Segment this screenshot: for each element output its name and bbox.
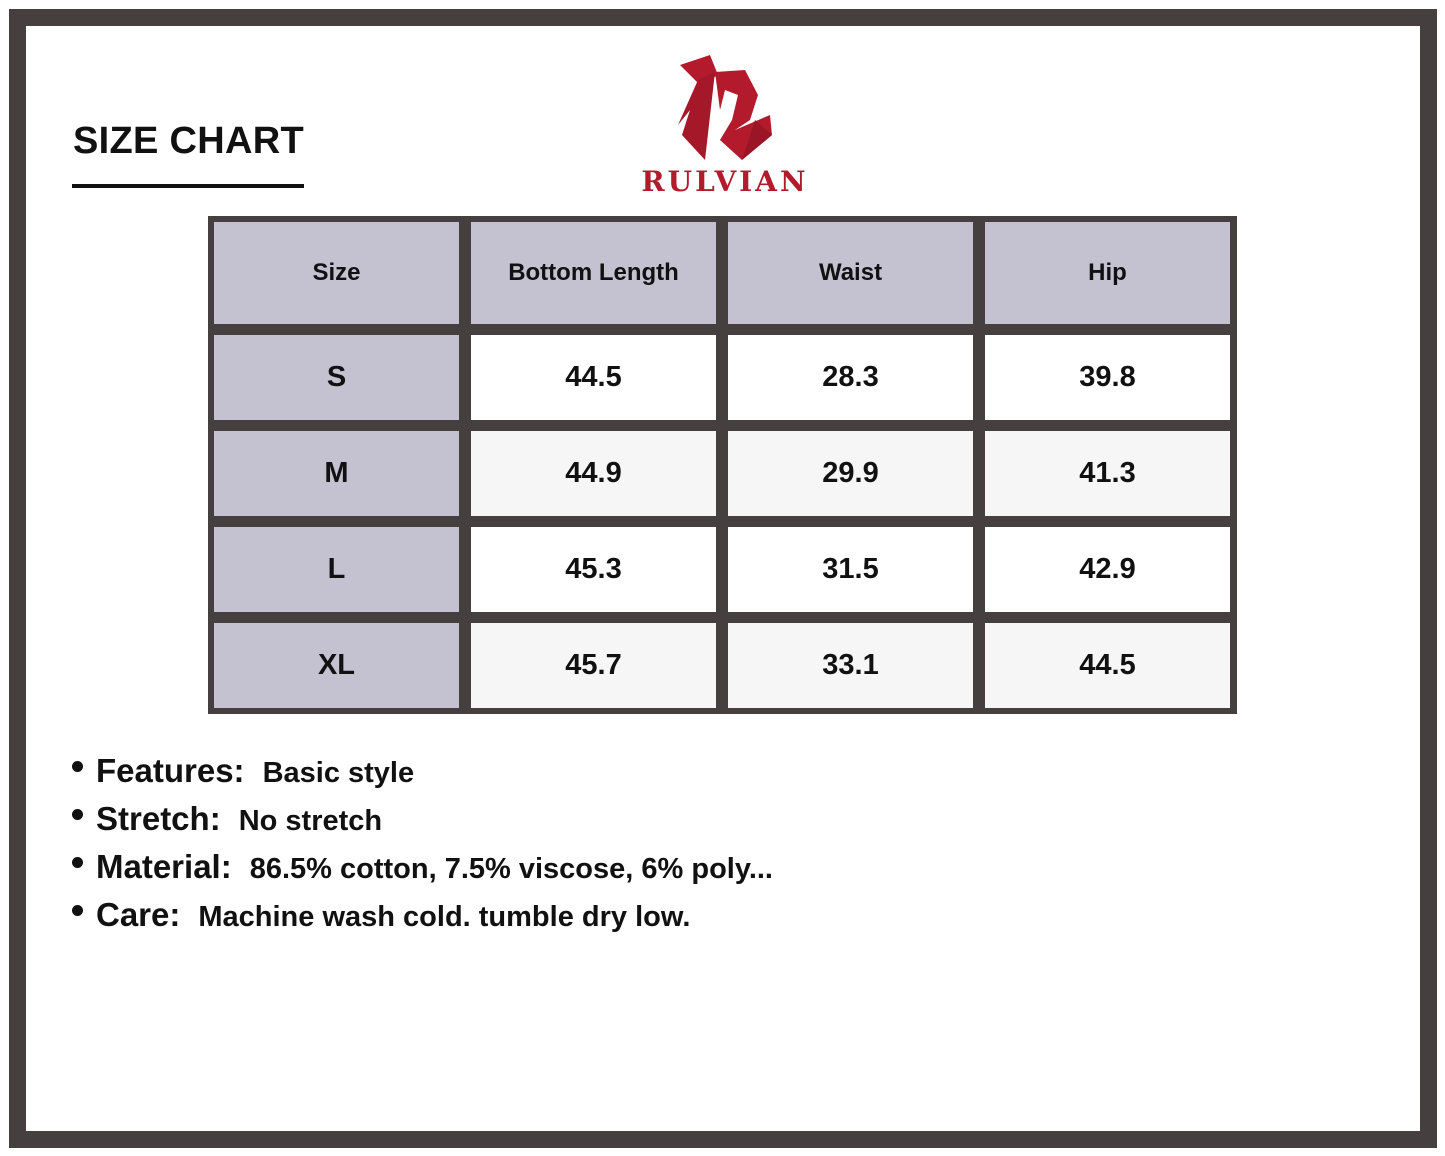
header-waist: Waist	[728, 222, 973, 324]
header-bottom-length: Bottom Length	[471, 222, 716, 324]
bullet-icon	[72, 857, 83, 868]
row-size: L	[214, 527, 459, 612]
page-title: SIZE CHART	[73, 120, 304, 162]
header-size: Size	[214, 222, 459, 324]
row-size: M	[214, 431, 459, 516]
note-material: Material: 86.5% cotton, 7.5% viscose, 6%…	[72, 848, 773, 896]
bullet-icon	[72, 809, 83, 820]
row-size: XL	[214, 623, 459, 708]
note-value: 86.5% cotton, 7.5% viscose, 6% poly...	[249, 853, 773, 885]
bullet-icon	[72, 761, 83, 772]
cell-bottom-length: 44.5	[471, 335, 716, 420]
note-care: Care: Machine wash cold. tumble dry low.	[72, 896, 773, 944]
r-logo-icon	[678, 55, 772, 160]
header-hip: Hip	[985, 222, 1230, 324]
cell-bottom-length: 45.7	[471, 623, 716, 708]
cell-waist: 28.3	[728, 335, 973, 420]
note-value: Basic style	[262, 757, 415, 789]
brand-logo: RULVIAN	[620, 50, 830, 200]
cell-waist: 29.9	[728, 431, 973, 516]
row-size: S	[214, 335, 459, 420]
cell-bottom-length: 44.9	[471, 431, 716, 516]
cell-hip: 42.9	[985, 527, 1230, 612]
note-value: Machine wash cold. tumble dry low.	[198, 901, 691, 933]
brand-name: RULVIAN	[641, 165, 809, 198]
note-stretch: Stretch: No stretch	[72, 800, 773, 848]
note-label: Features:	[96, 752, 245, 789]
product-notes: Features: Basic style Stretch: No stretc…	[72, 752, 773, 944]
note-value: No stretch	[238, 805, 383, 837]
size-table: Size Bottom Length Waist Hip S 44.5 28.3…	[208, 216, 1237, 714]
cell-hip: 41.3	[985, 431, 1230, 516]
note-label: Material:	[96, 848, 232, 885]
note-label: Care:	[96, 896, 181, 933]
cell-hip: 44.5	[985, 623, 1230, 708]
title-underline	[72, 184, 304, 188]
note-label: Stretch:	[96, 800, 221, 837]
cell-waist: 33.1	[728, 623, 973, 708]
bullet-icon	[72, 905, 83, 916]
note-features: Features: Basic style	[72, 752, 773, 800]
cell-bottom-length: 45.3	[471, 527, 716, 612]
cell-hip: 39.8	[985, 335, 1230, 420]
cell-waist: 31.5	[728, 527, 973, 612]
